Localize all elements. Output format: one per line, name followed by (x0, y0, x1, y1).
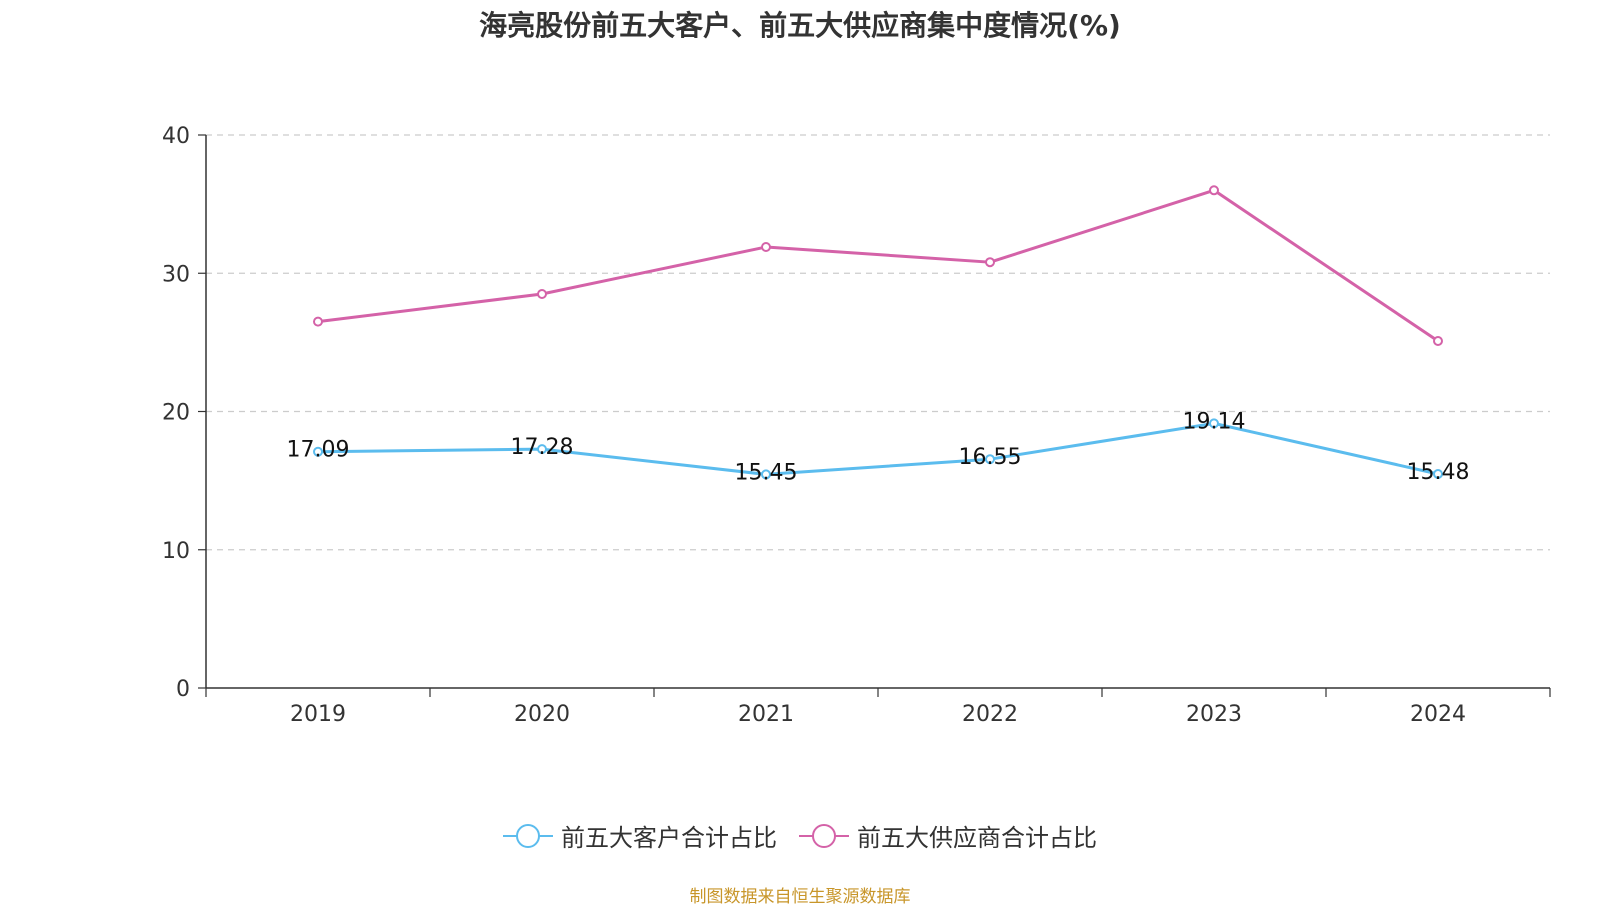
data-point-1 (761, 241, 771, 252)
data-point-1 (985, 257, 995, 268)
data-label-0: 15.48 (1407, 460, 1470, 485)
x-tick-label: 2021 (738, 702, 794, 727)
data-point-0 (313, 446, 323, 457)
y-tick-label: 10 (162, 539, 190, 564)
x-tick-label: 2024 (1410, 702, 1466, 727)
x-tick-label: 2020 (514, 702, 570, 727)
data-point-0 (985, 454, 995, 465)
data-point-1 (313, 316, 323, 327)
legend-marker-suppliers (799, 823, 849, 848)
data-label-0: 16.55 (959, 445, 1022, 470)
series-line-0 (317, 421, 1439, 476)
data-source-note: 制图数据来自恒生聚源数据库 (689, 887, 911, 907)
data-label-0: 17.09 (287, 438, 350, 463)
data-label-0: 17.28 (511, 435, 574, 460)
x-tick-label: 2023 (1186, 702, 1242, 727)
x-tick-label: 2022 (962, 702, 1018, 727)
data-point-1 (1209, 185, 1219, 196)
data-point-1 (537, 288, 547, 299)
chart-legend: 前五大客户合计占比 前五大供应商合计占比 (0, 818, 1600, 853)
x-tick-label: 2019 (290, 702, 346, 727)
data-label-0: 15.45 (735, 460, 798, 485)
legend-marker-customers (503, 823, 553, 848)
chart-title: 海亮股份前五大客户、前五大供应商集中度情况(%) (479, 9, 1121, 42)
data-point-0 (761, 469, 771, 480)
data-point-0 (1433, 468, 1443, 479)
legend-item-suppliers[interactable]: 前五大供应商合计占比 (799, 818, 1097, 853)
legend-label-suppliers: 前五大供应商合计占比 (857, 824, 1097, 852)
y-tick-label: 0 (176, 677, 190, 702)
data-point-1 (1433, 335, 1443, 346)
y-tick-label: 40 (162, 124, 190, 149)
data-point-0 (537, 444, 547, 455)
series-line-1 (317, 188, 1439, 343)
y-tick-label: 30 (162, 262, 190, 287)
data-point-0 (1209, 418, 1219, 429)
y-tick-label: 20 (162, 401, 190, 426)
legend-label-customers: 前五大客户合计占比 (561, 824, 777, 852)
legend-item-customers[interactable]: 前五大客户合计占比 (503, 818, 777, 853)
data-label-0: 19.14 (1183, 409, 1246, 434)
